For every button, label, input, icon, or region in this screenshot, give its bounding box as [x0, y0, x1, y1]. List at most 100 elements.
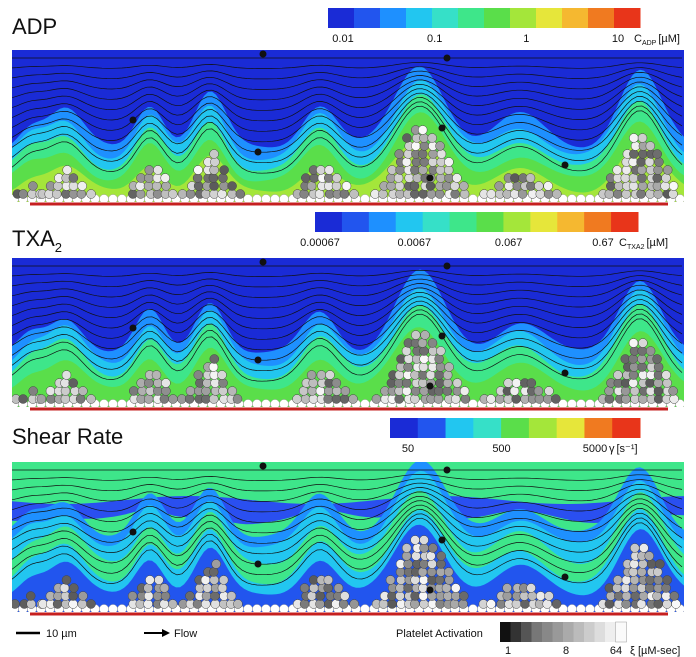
platelet-base	[108, 604, 118, 612]
platelet	[307, 591, 317, 601]
platelet	[151, 181, 162, 191]
platelet	[636, 165, 647, 175]
platelet-base	[567, 194, 577, 202]
platelet	[161, 386, 171, 396]
platelet	[543, 181, 553, 191]
activation-swatch	[605, 622, 616, 642]
platelet	[604, 599, 615, 609]
platelet	[486, 394, 496, 404]
platelet	[637, 173, 647, 183]
streamline	[12, 509, 683, 565]
platelet	[395, 165, 405, 175]
platelet	[68, 591, 78, 601]
platelet	[435, 165, 446, 175]
streamline	[12, 274, 683, 288]
platelet	[18, 394, 28, 404]
platelet	[544, 591, 554, 601]
colorbar-swatch	[341, 212, 370, 232]
platelet	[419, 559, 429, 569]
colorbar-swatch	[328, 8, 355, 28]
platelet	[425, 181, 436, 191]
platelet	[349, 599, 359, 609]
streamline	[12, 305, 683, 361]
platelet	[78, 591, 88, 601]
shear-band	[12, 496, 684, 525]
colorbar-swatch	[473, 418, 502, 438]
colorbar-swatch	[584, 418, 613, 438]
colorbar-swatch	[422, 212, 451, 232]
platelet	[450, 181, 460, 191]
platelet	[201, 189, 211, 199]
platelet	[612, 583, 622, 593]
colorbar-swatch	[484, 8, 511, 28]
platelet	[301, 173, 311, 183]
platelet	[45, 386, 56, 396]
platelet	[309, 583, 319, 593]
platelet	[409, 181, 420, 191]
colorbar-swatch	[528, 418, 558, 438]
colorbar-unit-text: [s⁻¹]	[617, 443, 638, 455]
platelet	[621, 575, 632, 585]
platelet	[443, 567, 454, 577]
streamline	[12, 75, 683, 101]
platelet	[325, 370, 335, 380]
colorbar-tick-label: 0.0067	[398, 237, 432, 249]
platelet	[209, 394, 219, 404]
platelet	[419, 133, 429, 143]
platelet	[60, 378, 70, 388]
platelet-base	[585, 399, 595, 407]
platelet	[509, 386, 520, 396]
platelet	[153, 386, 163, 396]
platelet	[645, 189, 655, 199]
platelet	[621, 165, 632, 175]
platelet	[338, 599, 349, 609]
platelet	[442, 378, 453, 388]
platelet	[395, 583, 405, 593]
platelet	[28, 386, 38, 396]
platelet	[308, 378, 318, 388]
platelet	[299, 599, 310, 609]
platelet	[394, 370, 405, 380]
platelet	[168, 394, 178, 404]
platelet	[495, 394, 505, 404]
platelet	[209, 181, 219, 191]
streamline	[12, 491, 683, 523]
tracer-particle	[561, 369, 569, 377]
platelet-base	[252, 194, 262, 202]
tracer-particle	[426, 586, 434, 594]
platelet	[306, 181, 317, 191]
platelet	[314, 189, 325, 199]
streamline	[12, 500, 683, 544]
platelet	[434, 386, 444, 396]
platelet	[143, 181, 154, 191]
activation-title: Platelet Activation	[396, 628, 483, 640]
platelet	[629, 386, 640, 396]
platelet	[387, 165, 397, 175]
platelet	[459, 189, 470, 199]
colorbar-swatch	[354, 8, 381, 28]
platelet	[426, 551, 436, 561]
platelet	[668, 181, 679, 191]
platelet	[208, 567, 219, 577]
platelet	[332, 386, 342, 396]
platelet	[451, 591, 461, 601]
platelet	[503, 378, 513, 388]
streamline	[12, 495, 683, 534]
platelet	[127, 591, 138, 601]
panel-title-subscript: 2	[55, 240, 62, 255]
platelet	[78, 386, 88, 396]
colorbar-swatch	[395, 212, 424, 232]
platelet-base	[252, 399, 262, 407]
platelet	[620, 173, 631, 183]
platelet	[638, 149, 648, 159]
platelet	[386, 181, 396, 191]
platelet	[419, 346, 429, 356]
platelet	[636, 599, 647, 609]
platelet	[418, 362, 429, 372]
platelet	[218, 173, 228, 183]
platelet	[331, 181, 342, 191]
platelet	[401, 346, 412, 356]
platelet	[630, 543, 640, 553]
colorbar-tick-label: 0.67	[592, 237, 613, 249]
colorbar-swatch	[557, 212, 585, 232]
